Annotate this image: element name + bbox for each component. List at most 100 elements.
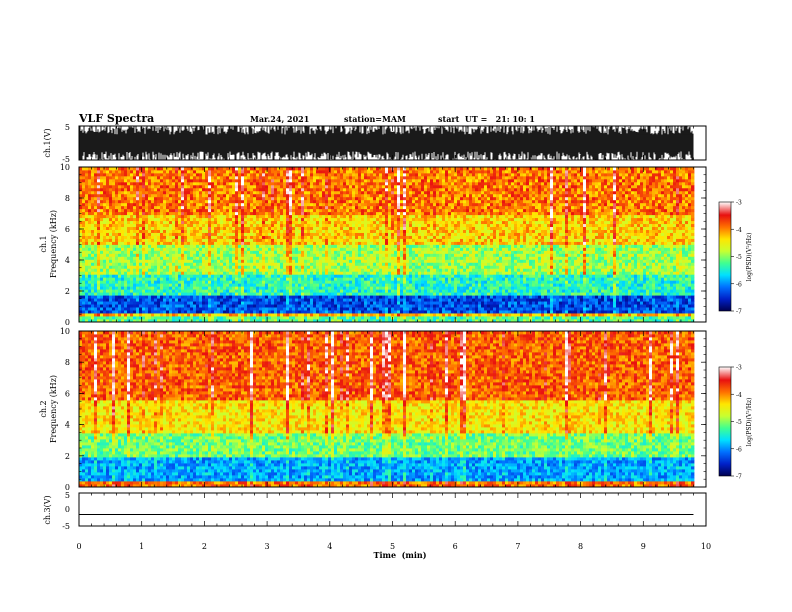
- spectrogram-cell: [157, 274, 161, 278]
- spectrogram-cell: [97, 196, 101, 201]
- spectrogram-cell: [358, 193, 362, 198]
- spectrogram-cell: [313, 280, 317, 284]
- spectrogram-cell: [220, 169, 224, 174]
- spectrogram-cell: [241, 169, 245, 174]
- spectrogram-cell: [196, 244, 200, 248]
- spectrogram-cell: [211, 235, 215, 239]
- spectrogram-cell: [106, 298, 110, 302]
- spectrogram-cell: [193, 289, 197, 293]
- spectrogram-cell: [244, 241, 248, 245]
- spectrogram-cell: [346, 229, 350, 233]
- spectrogram-cell: [214, 247, 218, 251]
- spectrogram-cell: [271, 169, 275, 174]
- spectrogram-cell: [157, 202, 161, 207]
- spectrogram-cell: [175, 247, 179, 251]
- spectrogram-cell: [169, 316, 173, 320]
- spectrogram-cell: [193, 220, 197, 225]
- spectrogram-cell: [130, 307, 134, 311]
- spectrogram-cell: [94, 223, 98, 228]
- spectrogram-cell: [196, 238, 200, 242]
- spectrogram-cell: [217, 220, 221, 225]
- spectrogram-cell: [349, 310, 353, 314]
- spectrogram-cell: [295, 280, 299, 284]
- spectrogram-cell: [226, 229, 230, 233]
- spectrogram-cell: [79, 184, 83, 189]
- spectrogram-cell: [130, 208, 134, 213]
- spectrogram-cell: [241, 262, 245, 266]
- spectrogram-cell: [145, 232, 149, 236]
- spectrogram-cell: [130, 280, 134, 284]
- spectrogram-cell: [316, 205, 320, 210]
- spectrogram-cell: [124, 295, 128, 299]
- spectrogram-cell: [346, 274, 350, 278]
- spectrogram-cell: [238, 196, 242, 201]
- spectrogram-cell: [328, 187, 332, 192]
- spectrogram-cell: [172, 313, 176, 317]
- spectrogram-cell: [184, 241, 188, 245]
- spectrogram-cell: [346, 244, 350, 248]
- spectrogram-cell: [115, 265, 119, 269]
- spectrogram-cell: [172, 196, 176, 201]
- spectrogram-cell: [316, 274, 320, 278]
- spectrogram-cell: [97, 223, 101, 228]
- spectrogram-cell: [340, 283, 344, 287]
- spectrogram-cell: [88, 226, 92, 230]
- spectrogram-cell: [127, 187, 131, 192]
- spectrogram-cell: [142, 292, 146, 296]
- spectrogram-cell: [157, 181, 161, 186]
- spectrogram-cell: [142, 316, 146, 320]
- spectrogram-cell: [304, 265, 308, 269]
- spectrogram-cell: [166, 187, 170, 192]
- spectrogram-cell: [97, 208, 101, 213]
- spectrogram-cell: [346, 304, 350, 308]
- spectrogram-cell: [184, 286, 188, 290]
- spectrogram-cell: [145, 167, 149, 171]
- spectrogram-cell: [241, 178, 245, 183]
- spectrogram-cell: [109, 211, 113, 216]
- spectrogram-cell: [109, 205, 113, 210]
- spectrogram-cell: [262, 187, 266, 192]
- spectrogram-cell: [286, 304, 290, 308]
- spectrogram-cell: [199, 220, 203, 225]
- spectrogram-cell: [136, 307, 140, 311]
- spectrogram-cell: [118, 259, 122, 263]
- spectrogram-cell: [184, 172, 188, 177]
- spectrogram-cell: [175, 172, 179, 177]
- spectrogram-cell: [241, 316, 245, 320]
- spectrogram-cell: [343, 307, 347, 311]
- spectrogram-cell: [193, 175, 197, 180]
- spectrogram-cell: [121, 295, 125, 299]
- spectrogram-cell: [112, 223, 116, 228]
- spectrogram-cell: [283, 262, 287, 266]
- spectrogram-cell: [148, 229, 152, 233]
- spectrogram-cell: [337, 226, 341, 230]
- spectrogram-cell: [268, 196, 272, 201]
- spectrogram-cell: [115, 283, 119, 287]
- spectrogram-cell: [262, 286, 266, 290]
- spectrogram-cell: [79, 253, 83, 257]
- spectrogram-cell: [109, 319, 113, 322]
- spectrogram-cell: [211, 178, 215, 183]
- spectrogram-cell: [79, 229, 83, 233]
- spectrogram-cell: [211, 259, 215, 263]
- spectrogram-cell: [205, 298, 209, 302]
- spectrogram-cell: [352, 301, 356, 305]
- spectrogram-cell: [319, 319, 323, 322]
- spectrogram-cell: [127, 244, 131, 248]
- spectrogram-cell: [229, 184, 233, 189]
- spectrogram-cell: [271, 172, 275, 177]
- spectrogram-cell: [301, 316, 305, 320]
- spectrogram-cell: [340, 208, 344, 213]
- spectrogram-cell: [226, 199, 230, 204]
- spectrogram-cell: [316, 223, 320, 228]
- spectrogram-cell: [283, 226, 287, 230]
- spectrogram-cell: [229, 244, 233, 248]
- spectrogram-cell: [277, 256, 281, 260]
- spectrogram-cell: [340, 220, 344, 225]
- spectrogram-cell: [157, 199, 161, 204]
- spectrogram-cell: [328, 223, 332, 228]
- spectrogram-cell: [175, 304, 179, 308]
- spectrogram-cell: [79, 226, 83, 230]
- spectrogram-cell: [313, 169, 317, 174]
- spectrogram-cell: [313, 172, 317, 177]
